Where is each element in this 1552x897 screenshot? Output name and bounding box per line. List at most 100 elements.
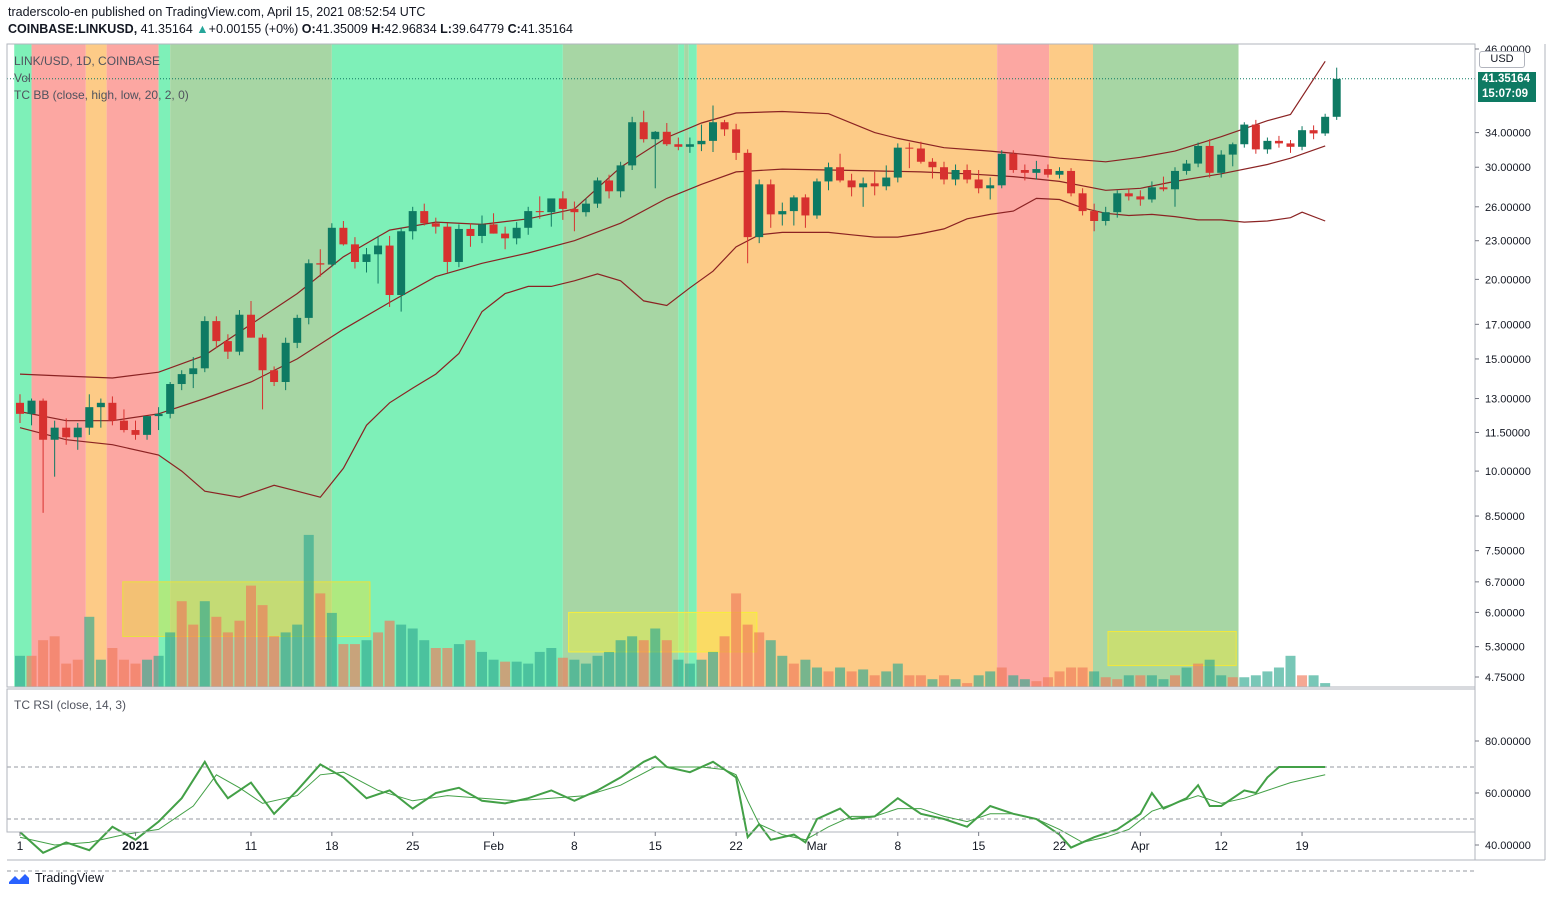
price-tick-label: 7.50000 — [1485, 546, 1525, 558]
candle — [73, 422, 82, 450]
volume-bar — [49, 636, 60, 687]
candle-body — [385, 245, 394, 296]
volume-bar — [1239, 677, 1250, 687]
volume-bar — [1042, 677, 1053, 687]
volume-bar — [592, 655, 603, 687]
candle — [616, 161, 625, 198]
date-label: 8 — [894, 839, 901, 853]
candle — [154, 407, 163, 431]
candle — [1182, 159, 1191, 175]
candle-body — [177, 374, 186, 385]
volume-bar — [222, 632, 233, 687]
candle — [558, 191, 567, 220]
price-change: +0.00155 (+0%) — [208, 22, 299, 36]
volume-bar — [1112, 679, 1123, 687]
candle — [281, 337, 290, 391]
volume-highlight-box — [1107, 630, 1237, 667]
price-tick-label: 6.00000 — [1485, 607, 1525, 619]
candle — [166, 382, 175, 419]
volume-bar — [973, 675, 984, 687]
candle-body — [1251, 124, 1260, 150]
candle-body — [1228, 144, 1237, 155]
candle-body — [928, 161, 937, 168]
candle — [916, 141, 925, 164]
candle — [581, 198, 590, 217]
candle-body — [755, 184, 764, 238]
candle — [131, 420, 140, 440]
candle-body — [454, 228, 463, 262]
candle-body — [39, 400, 48, 440]
high-label: H: — [371, 22, 385, 36]
date-label: 22 — [729, 839, 743, 853]
candle — [812, 178, 821, 219]
currency-button[interactable]: USD — [1479, 51, 1525, 68]
candle — [374, 235, 383, 284]
candle — [466, 223, 475, 247]
last-price: 41.35164 — [140, 22, 193, 36]
price-tick-label: 10.00000 — [1485, 466, 1531, 478]
volume-bar — [1146, 675, 1157, 687]
trend-band — [1049, 44, 1093, 687]
volume-bar — [1089, 671, 1100, 687]
tradingview-logo[interactable]: TradingView — [8, 871, 104, 885]
candle-body — [1205, 145, 1214, 173]
volume-bar — [881, 671, 892, 687]
volume-bar — [1170, 675, 1180, 687]
volume-bar — [846, 671, 857, 687]
volume-bar — [315, 593, 326, 687]
volume-bar — [615, 640, 626, 687]
candle-body — [616, 165, 625, 192]
volume-bar — [1077, 667, 1088, 687]
candle — [547, 198, 556, 227]
price-tick-label: 23.00000 — [1485, 236, 1531, 248]
candle — [893, 143, 902, 183]
candle — [1020, 164, 1029, 181]
candle-body — [639, 122, 648, 140]
candle-body — [1298, 130, 1307, 147]
volume-bar — [84, 616, 95, 687]
up-arrow-icon: ▲ — [196, 22, 209, 36]
candle — [778, 202, 787, 226]
candle — [62, 418, 71, 445]
volume-bar — [823, 671, 834, 687]
volume-bar — [661, 640, 672, 687]
volume-bar — [303, 534, 314, 687]
volume-bar — [269, 636, 280, 687]
candle-body — [524, 211, 533, 228]
candle-body — [905, 147, 914, 149]
candle — [743, 149, 752, 264]
date-label: 12 — [1215, 839, 1229, 853]
candle-body — [1090, 211, 1099, 221]
volume-bar — [708, 651, 718, 687]
candle — [235, 310, 244, 356]
candle — [501, 226, 510, 250]
candle-body — [1055, 170, 1064, 175]
countdown-timer: 15:07:09 — [1482, 88, 1529, 100]
price-tick-label: 26.00000 — [1485, 202, 1531, 214]
candles — [16, 67, 1341, 513]
candle — [535, 196, 544, 219]
candle-body — [720, 122, 729, 130]
rsi-tick-label: 60.00000 — [1485, 788, 1531, 800]
volume-bar — [188, 624, 199, 687]
volume-bar — [939, 675, 949, 687]
candle — [1090, 203, 1099, 232]
candle-body — [1332, 78, 1341, 117]
candle — [974, 170, 983, 194]
volume-bar — [511, 661, 522, 687]
volume-bar — [684, 663, 695, 687]
trend-band — [997, 44, 1050, 687]
volume-bar — [962, 683, 973, 687]
volume-bar — [153, 655, 164, 687]
candle-body — [1101, 212, 1110, 221]
candle-body — [651, 131, 660, 140]
volume-bar — [95, 659, 106, 687]
volume-bar — [534, 651, 545, 687]
candle — [1194, 142, 1203, 168]
candle — [1101, 206, 1110, 226]
candle — [96, 398, 105, 428]
candle — [963, 164, 972, 184]
volume-bar — [1135, 675, 1146, 687]
candle-body — [166, 384, 175, 414]
